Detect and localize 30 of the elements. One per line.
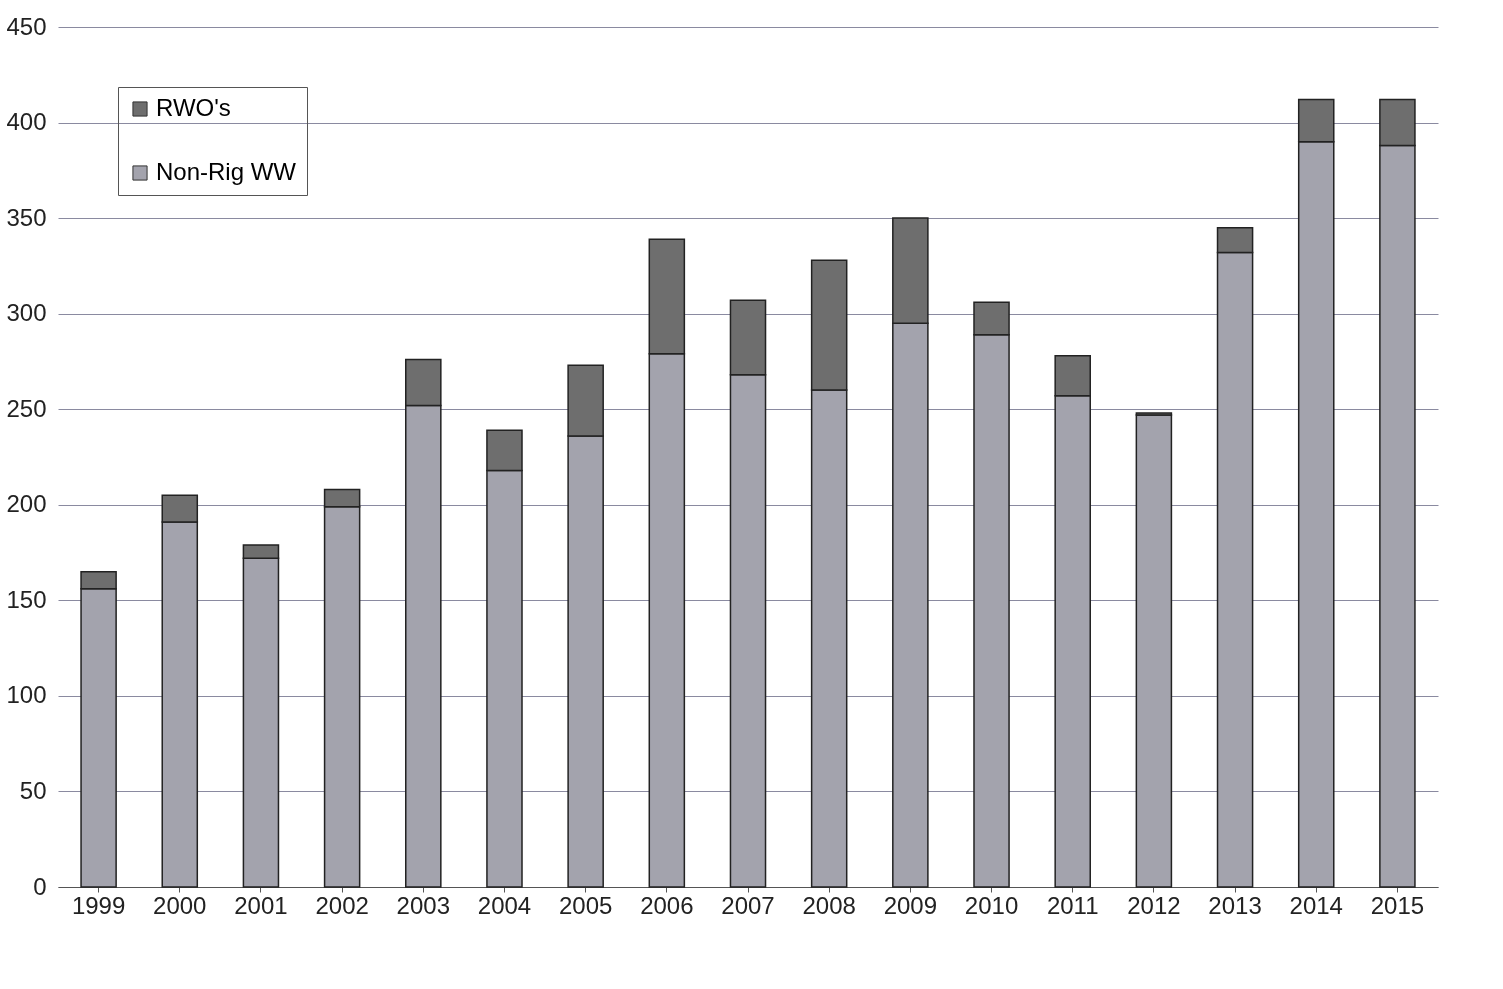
x-tick-label: 2008 — [802, 891, 856, 919]
x-tick-label: 2003 — [396, 891, 450, 919]
y-tick-label: 100 — [6, 681, 47, 709]
x-tick-label: 2013 — [1208, 891, 1262, 919]
x-tick-label: 2000 — [153, 891, 207, 919]
x-tick-label: 2002 — [315, 891, 369, 919]
x-tick-label: 2014 — [1289, 891, 1343, 919]
x-tick-label: 2010 — [964, 891, 1019, 919]
bar — [1135, 414, 1173, 888]
x-tick-label: 2015 — [1370, 891, 1425, 919]
x-tick-label: 2012 — [1127, 891, 1181, 919]
y-tick-label: 400 — [6, 108, 47, 136]
x-tick-label: 2007 — [721, 891, 775, 919]
x-tick-label: 2005 — [558, 891, 613, 919]
y-tick-label: 0 — [33, 872, 47, 900]
y-tick-label: 150 — [6, 585, 47, 613]
legend-label: RWO's — [156, 94, 231, 121]
x-tick-label: 2004 — [477, 891, 532, 919]
x-tick-label: 2001 — [234, 891, 288, 919]
y-tick-label: 450 — [6, 12, 47, 40]
y-tick-label: 200 — [6, 490, 47, 518]
y-tick-label: 50 — [19, 776, 47, 804]
x-tick-label: 2011 — [1046, 891, 1099, 919]
y-tick-label: 300 — [6, 299, 47, 327]
legend-label: Non-Rig WW — [156, 158, 297, 185]
x-tick-label: 1999 — [71, 891, 126, 919]
x-tick-label: 2006 — [640, 891, 694, 919]
y-tick-label: 250 — [6, 394, 47, 422]
x-tick-label: 2009 — [883, 891, 938, 919]
y-tick-label: 350 — [6, 203, 47, 231]
